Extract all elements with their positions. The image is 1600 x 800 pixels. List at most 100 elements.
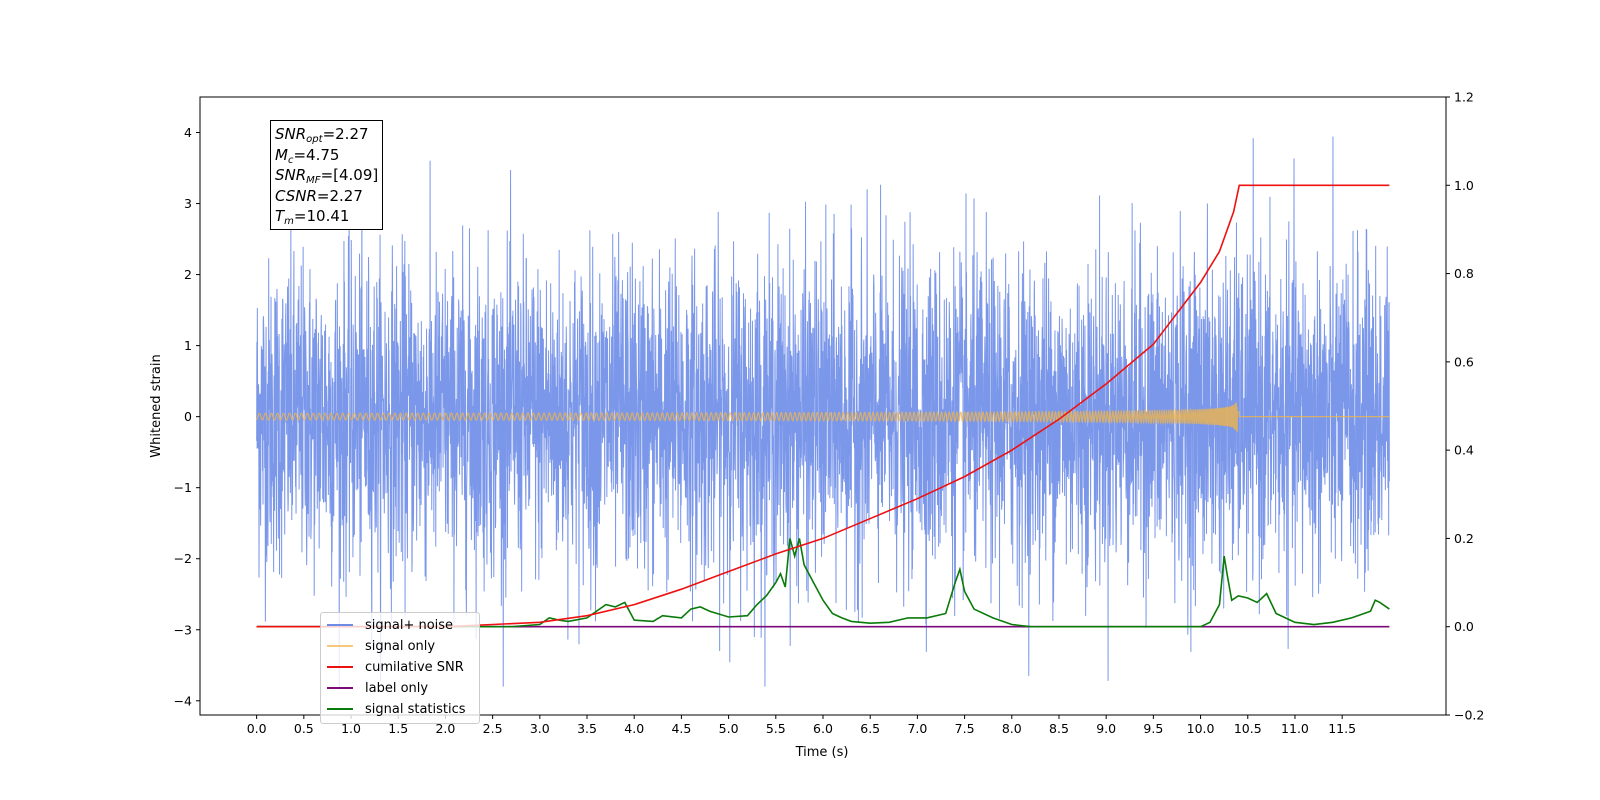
x-tick: 3.0 (530, 715, 550, 736)
legend-swatch-signal-statistics (327, 708, 353, 710)
x-tick-label: 0.5 (294, 721, 314, 736)
y-tick: 2 (184, 267, 200, 282)
legend-label-signal-statistics: signal statistics (365, 701, 466, 717)
legend-label-label-only: label only (365, 680, 429, 696)
y-axis-label: Whitened strain (149, 354, 164, 457)
y-tick-label: 2 (184, 267, 192, 282)
y-tick-label: 4 (184, 125, 192, 140)
legend-item-cumulative-snr: cumilative SNR (327, 657, 464, 677)
legend-swatch-label-only (327, 687, 353, 689)
x-tick: 7.0 (907, 715, 927, 736)
x-tick: 7.5 (955, 715, 975, 736)
y2-tick: 0.6 (1446, 354, 1474, 369)
tm-value: 10.41 (306, 207, 350, 225)
mc-annotation: Mc=4.75 (275, 145, 340, 166)
legend-label-signal-noise: signal+ noise (365, 617, 454, 633)
x-tick: 8.5 (1049, 715, 1069, 736)
y2-tick: 0.8 (1446, 266, 1474, 281)
x-tick-label: 11.5 (1328, 721, 1356, 736)
y-tick-label: −3 (174, 622, 192, 637)
annotation-box: SNRopt=2.27 Mc=4.75 SNRMF=[4.09] CSNR=2.… (270, 120, 384, 230)
x-tick: 10.5 (1234, 715, 1262, 736)
series-signal-noise (256, 136, 1390, 687)
y-tick-label: 3 (184, 196, 192, 211)
y-tick: 1 (184, 338, 200, 353)
x-tick: 11.0 (1281, 715, 1309, 736)
y2-tick-label: 0.8 (1454, 266, 1474, 281)
x-tick: 9.0 (1096, 715, 1116, 736)
x-tick-label: 10.0 (1187, 721, 1215, 736)
x-tick-label: 1.5 (388, 721, 408, 736)
legend-label-cumulative-snr: cumilative SNR (365, 659, 464, 675)
csnr-annotation: CSNR=2.27 (275, 186, 363, 205)
x-tick: 10.0 (1187, 715, 1215, 736)
x-tick: 9.5 (1143, 715, 1163, 736)
y2-tick: 1.0 (1446, 178, 1474, 193)
snr-mf-value: [4.09] (333, 166, 379, 184)
legend-label-signal-only: signal only (365, 638, 436, 654)
x-tick: 4.0 (624, 715, 644, 736)
x-tick-label: 10.5 (1234, 721, 1262, 736)
y2-tick: 1.2 (1446, 90, 1474, 105)
x-tick-label: 2.0 (435, 721, 455, 736)
x-axis-label: Time (s) (795, 745, 849, 760)
x-tick: 0.0 (247, 715, 267, 736)
x-tick-label: 7.5 (955, 721, 975, 736)
y-tick: −3 (174, 622, 200, 637)
y-tick: 0 (184, 409, 200, 424)
y-axis-left: −4 −3 −2 −1 0 1 2 3 4 (174, 125, 200, 708)
snr-opt-annotation: SNRopt=2.27 (275, 125, 369, 145)
x-axis: 0.0 0.5 1.0 1.5 2.0 2.5 3.0 3.5 4.0 4.5 5.0 5.5 6.0 6… (247, 715, 1356, 736)
series-signal-statistics (256, 538, 1390, 628)
x-tick: 3.5 (577, 715, 597, 736)
y2-tick-label: 1.0 (1454, 178, 1474, 193)
x-tick-label: 9.0 (1096, 721, 1116, 736)
y-tick: 3 (184, 196, 200, 211)
x-tick: 4.5 (671, 715, 691, 736)
y2-tick-label: −0.2 (1454, 708, 1484, 723)
legend: signal+ noise signal only cumilative SNR… (320, 612, 480, 724)
legend-item-signal-statistics: signal statistics (327, 699, 466, 719)
x-tick-label: 3.5 (577, 721, 597, 736)
y-tick: −2 (174, 551, 200, 566)
x-tick-label: 8.0 (1002, 721, 1022, 736)
x-tick-label: 6.0 (813, 721, 833, 736)
legend-item-signal-only: signal only (327, 636, 435, 656)
x-tick: 11.5 (1328, 715, 1356, 736)
x-tick: 5.5 (766, 715, 786, 736)
x-tick-label: 3.0 (530, 721, 550, 736)
snr-mf-annotation: SNRMF=[4.09] (275, 166, 379, 186)
y2-tick-label: 1.2 (1454, 90, 1474, 105)
y2-tick-label: 0.2 (1454, 531, 1474, 546)
x-tick-label: 8.5 (1049, 721, 1069, 736)
series-cumilative-snr (256, 184, 1390, 628)
legend-swatch-signal-noise (327, 624, 353, 626)
x-tick-label: 0.0 (247, 721, 267, 736)
legend-swatch-cumulative-snr (327, 666, 353, 668)
mc-value: 4.75 (306, 145, 340, 164)
snr-opt-value: 2.27 (335, 125, 369, 143)
x-tick-label: 4.0 (624, 721, 644, 736)
x-tick-label: 11.0 (1281, 721, 1309, 736)
y-tick-label: 0 (184, 409, 192, 424)
csnr-value: 2.27 (329, 186, 363, 205)
x-tick-label: 7.0 (907, 721, 927, 736)
x-tick-label: 6.5 (860, 721, 880, 736)
x-tick-label: 1.0 (341, 721, 361, 736)
y2-tick: 0.0 (1446, 619, 1474, 634)
legend-item-label-only: label only (327, 678, 428, 698)
y2-tick: −0.2 (1446, 708, 1484, 723)
y-tick-label: 1 (184, 338, 192, 353)
series-signal-only (256, 402, 1390, 433)
x-tick: 0.5 (294, 715, 314, 736)
y-tick: 4 (184, 125, 200, 140)
x-tick-label: 2.5 (483, 721, 503, 736)
tm-annotation: Tm=10.41 (275, 207, 350, 227)
x-tick: 2.5 (483, 715, 503, 736)
y-tick: −4 (174, 693, 200, 708)
x-tick: 5.0 (719, 715, 739, 736)
x-tick-label: 9.5 (1143, 721, 1163, 736)
x-tick-label: 5.0 (719, 721, 739, 736)
x-tick-label: 4.5 (671, 721, 691, 736)
